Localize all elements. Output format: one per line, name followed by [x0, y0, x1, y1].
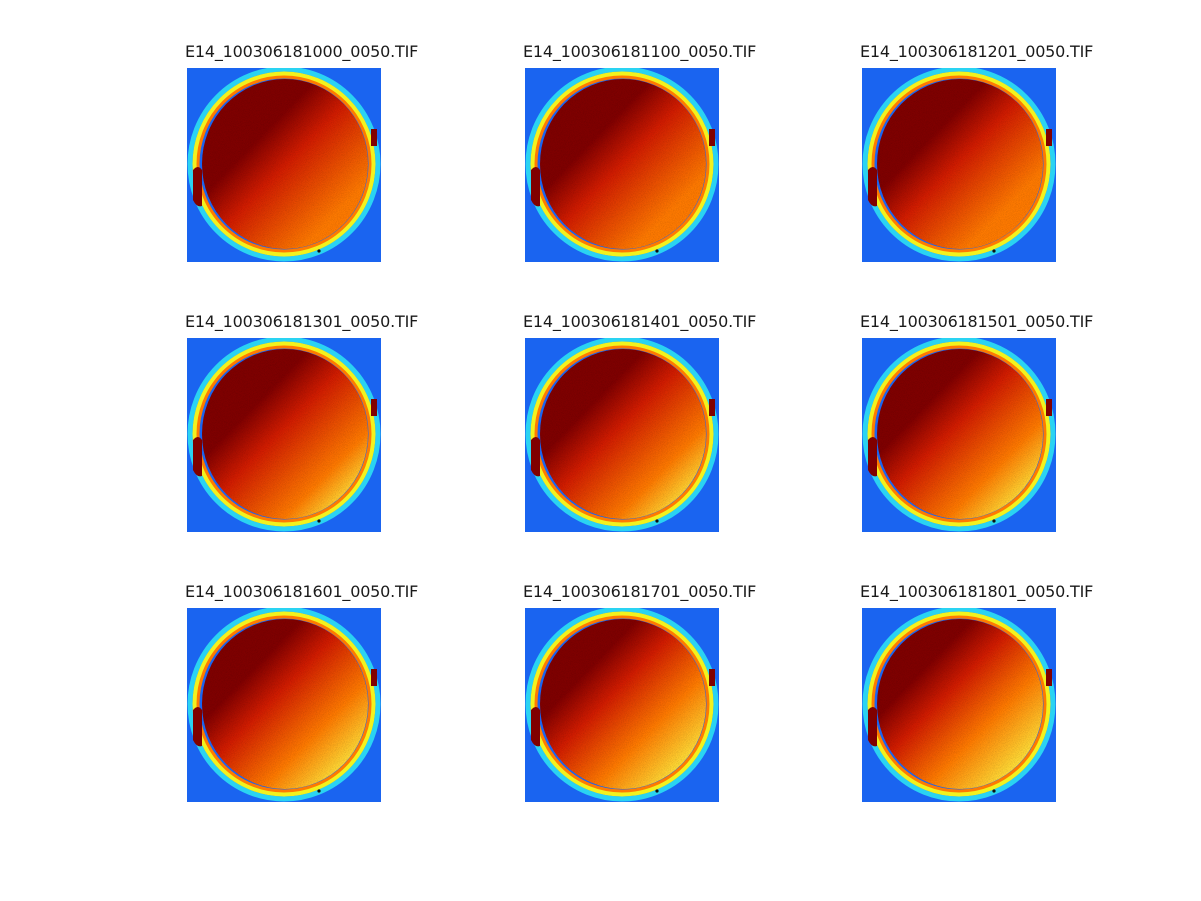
outer-ring-yellow	[192, 611, 376, 797]
sensor-noise	[202, 79, 368, 249]
panel-title: E14_100306181501_0050.TIF	[860, 312, 1094, 331]
thermal-image	[862, 68, 1056, 262]
left-notch	[531, 167, 540, 207]
left-notch	[868, 437, 877, 477]
bottom-marker	[317, 519, 321, 523]
bottom-marker	[655, 789, 659, 793]
sensor-noise	[540, 349, 706, 519]
image-panel-8: E14_100306181701_0050.TIF	[523, 582, 756, 802]
bottom-marker	[655, 519, 659, 523]
outer-ring-cyan	[187, 338, 381, 532]
image-panel-3: E14_100306181201_0050.TIF	[860, 42, 1093, 262]
thermal-image	[187, 608, 381, 802]
bottom-marker	[317, 789, 321, 793]
left-notch	[193, 167, 202, 207]
outer-ring-cyan	[862, 338, 1056, 532]
sensor-noise	[202, 349, 368, 519]
bottom-marker	[655, 249, 659, 253]
sensor-noise	[877, 619, 1043, 789]
right-tab	[1046, 129, 1052, 146]
right-tab	[371, 129, 377, 146]
image-panel-6: E14_100306181501_0050.TIF	[860, 312, 1093, 532]
outer-ring-orange	[196, 345, 372, 523]
outer-ring-yellow	[867, 71, 1051, 257]
outer-ring-orange	[534, 615, 710, 793]
outer-ring-cyan	[525, 338, 719, 532]
outer-ring-yellow	[192, 341, 376, 527]
left-notch	[193, 707, 202, 747]
left-notch	[868, 707, 877, 747]
outer-ring-orange	[196, 615, 372, 793]
thermal-image	[525, 68, 719, 262]
outer-ring-yellow	[530, 611, 714, 797]
thermal-image	[862, 608, 1056, 802]
panel-title: E14_100306181401_0050.TIF	[523, 312, 757, 331]
outer-ring-cyan	[862, 608, 1056, 802]
panel-title: E14_100306181000_0050.TIF	[185, 42, 419, 61]
outer-ring-yellow	[530, 71, 714, 257]
bottom-marker	[317, 249, 321, 253]
image-panel-2: E14_100306181100_0050.TIF	[523, 42, 756, 262]
panel-title: E14_100306181801_0050.TIF	[860, 582, 1094, 601]
outer-ring-orange	[196, 75, 372, 253]
outer-ring-orange	[871, 615, 1047, 793]
bottom-marker	[992, 789, 996, 793]
outer-ring-cyan	[862, 68, 1056, 262]
thermal-image	[187, 338, 381, 532]
panel-title: E14_100306181201_0050.TIF	[860, 42, 1094, 61]
outer-ring-yellow	[530, 341, 714, 527]
panel-title: E14_100306181701_0050.TIF	[523, 582, 757, 601]
left-notch	[868, 167, 877, 207]
thermal-image	[525, 338, 719, 532]
bottom-marker	[992, 249, 996, 253]
outer-ring-yellow	[867, 341, 1051, 527]
image-panel-9: E14_100306181801_0050.TIF	[860, 582, 1093, 802]
right-tab	[709, 669, 715, 686]
left-notch	[531, 437, 540, 477]
panel-title: E14_100306181301_0050.TIF	[185, 312, 419, 331]
outer-ring-orange	[871, 75, 1047, 253]
left-notch	[531, 707, 540, 747]
sensor-noise	[540, 79, 706, 249]
panel-title: E14_100306181601_0050.TIF	[185, 582, 419, 601]
right-tab	[1046, 399, 1052, 416]
thermal-image	[862, 338, 1056, 532]
sensor-noise	[877, 79, 1043, 249]
right-tab	[1046, 669, 1052, 686]
outer-ring-cyan	[525, 68, 719, 262]
image-panel-5: E14_100306181401_0050.TIF	[523, 312, 756, 532]
outer-ring-orange	[871, 345, 1047, 523]
thermal-image	[187, 68, 381, 262]
bottom-marker	[992, 519, 996, 523]
left-notch	[193, 437, 202, 477]
right-tab	[371, 399, 377, 416]
outer-ring-yellow	[192, 71, 376, 257]
right-tab	[371, 669, 377, 686]
panel-title: E14_100306181100_0050.TIF	[523, 42, 757, 61]
thermal-image	[525, 608, 719, 802]
image-panel-4: E14_100306181301_0050.TIF	[185, 312, 418, 532]
image-panel-7: E14_100306181601_0050.TIF	[185, 582, 418, 802]
sensor-noise	[877, 349, 1043, 519]
outer-ring-cyan	[187, 608, 381, 802]
image-panel-1: E14_100306181000_0050.TIF	[185, 42, 418, 262]
outer-ring-cyan	[187, 68, 381, 262]
sensor-noise	[540, 619, 706, 789]
right-tab	[709, 129, 715, 146]
outer-ring-cyan	[525, 608, 719, 802]
right-tab	[709, 399, 715, 416]
sensor-noise	[202, 619, 368, 789]
outer-ring-orange	[534, 345, 710, 523]
outer-ring-orange	[534, 75, 710, 253]
outer-ring-yellow	[867, 611, 1051, 797]
